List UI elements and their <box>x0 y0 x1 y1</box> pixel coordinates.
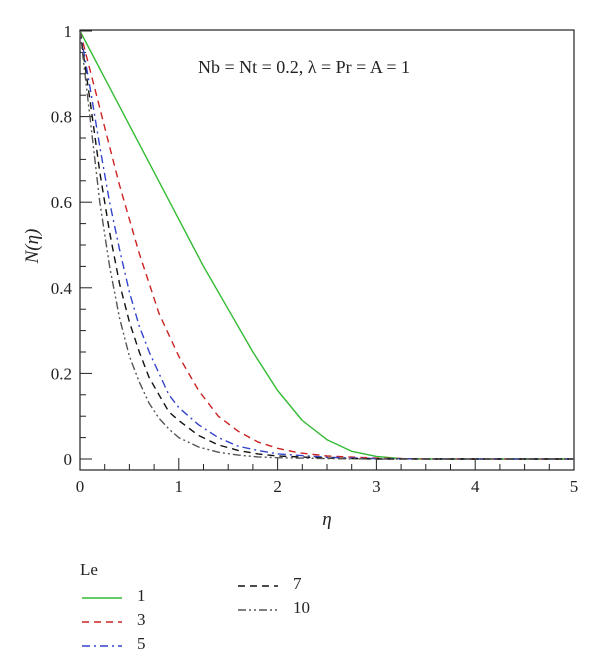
legend-item-le-5: 5 <box>80 634 220 658</box>
legend-item-le-3: 3 <box>80 610 220 634</box>
legend-item-le-1: 1 <box>80 586 220 610</box>
legend-label: 7 <box>293 574 302 593</box>
x-tick-label: 0 <box>76 477 85 496</box>
x-tick-label: 2 <box>273 477 282 496</box>
series-line-le-3 <box>79 30 574 460</box>
x-tick-label: 4 <box>471 477 480 496</box>
y-axis-ticks: 0 0.2 0.4 0.6 0.8 1 <box>51 22 92 469</box>
plot-frame <box>79 29 575 471</box>
curves <box>79 30 574 460</box>
chart-annotation: Nb = Nt = 0.2, λ = Pr = A = 1 <box>198 57 410 77</box>
legend-swatch <box>82 597 122 599</box>
legend-swatch <box>82 621 122 623</box>
legend: Le 1 3 5 7 10 <box>80 560 380 660</box>
y-tick-label: 1 <box>64 22 73 41</box>
line-chart: 0 1 2 3 4 5 0 0.2 0.4 0.6 0.8 1 Nb = Nt = 0.2, λ =… <box>22 22 579 530</box>
legend-swatch <box>238 585 278 587</box>
plot-border <box>79 29 575 471</box>
y-tick-label: 0.4 <box>51 279 73 298</box>
legend-label: 5 <box>137 634 146 653</box>
series-line-le-5 <box>79 30 574 460</box>
x-tick-label: 5 <box>570 477 579 496</box>
x-tick-label: 3 <box>372 477 381 496</box>
legend-label: 3 <box>137 610 146 629</box>
legend-swatch <box>238 609 278 611</box>
legend-label: 10 <box>293 598 310 617</box>
x-axis-ticks: 0 1 2 3 4 5 <box>76 458 579 496</box>
y-tick-label: 0 <box>64 450 73 469</box>
y-axis-label: N(η) <box>22 229 43 265</box>
x-axis-label: η <box>322 509 331 530</box>
series-line-le-7 <box>79 30 574 460</box>
y-tick-label: 0.6 <box>51 193 72 212</box>
legend-item-le-7: 7 <box>236 574 376 598</box>
legend-swatch <box>82 645 122 647</box>
series-line-le-1 <box>79 30 574 460</box>
x-tick-label: 1 <box>175 477 184 496</box>
legend-label: 1 <box>137 586 146 605</box>
series-line-le-10 <box>79 30 574 460</box>
y-tick-label: 0.8 <box>51 108 72 127</box>
y-tick-label: 0.2 <box>51 364 72 383</box>
legend-title: Le <box>80 560 98 579</box>
legend-item-le-10: 10 <box>236 598 376 622</box>
